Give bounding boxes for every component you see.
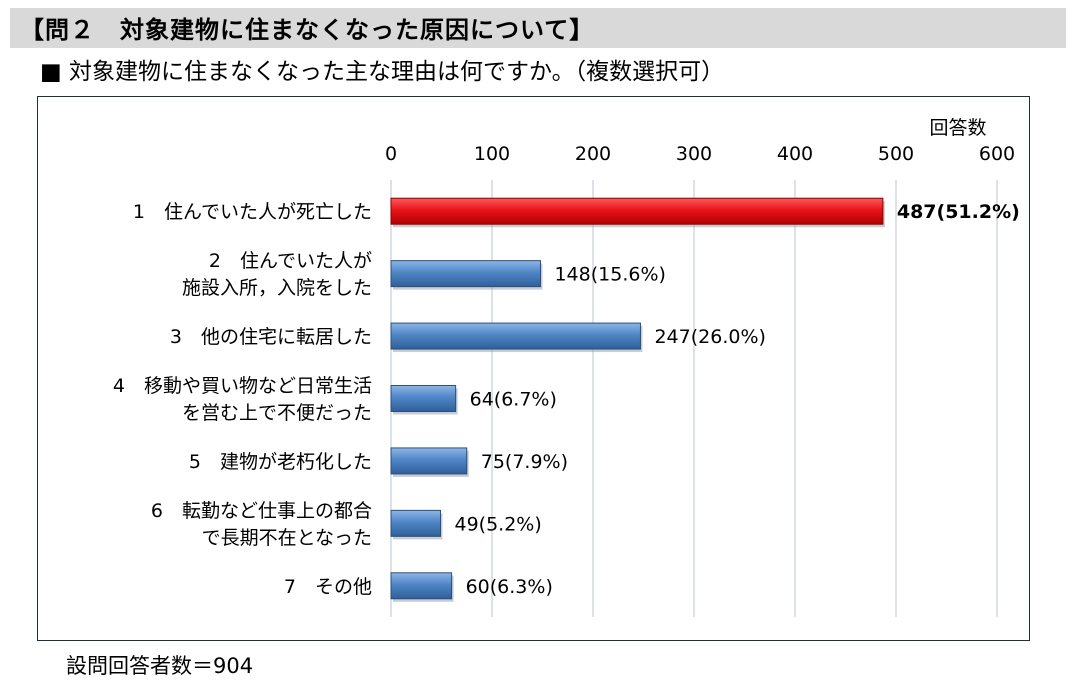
category-label: 1 住んでいた人が死亡した (133, 201, 372, 223)
question-text: ■ 対象建物に住まなくなった主な理由は何ですか。（複数選択可） (40, 59, 725, 85)
data-label: 247(26.0%) (654, 326, 765, 348)
bar (390, 322, 641, 350)
x-axis-title: 回答数 (929, 117, 986, 139)
x-tick-label: 400 (777, 143, 813, 165)
category-label: 4 移動や買い物など日常生活 (113, 375, 372, 397)
bar (390, 260, 541, 288)
bar (390, 197, 884, 225)
category-label: を営む上で不便だった (182, 402, 372, 424)
data-label: 60(6.3%) (466, 576, 553, 598)
category-label: 2 住んでいた人が (209, 250, 372, 272)
data-label: 49(5.2%) (454, 513, 541, 535)
category-label: 施設入所，入院をした (182, 277, 372, 299)
category-label: 5 建物が老朽化した (189, 451, 372, 473)
x-tick-label: 200 (575, 143, 611, 165)
x-tick-label: 300 (676, 143, 712, 165)
respondent-count: 設問回答者数＝904 (66, 654, 254, 678)
bar (390, 447, 468, 475)
page-title: 【問２ 対象建物に住まなくなった原因について】 (20, 16, 595, 44)
x-tick-label: 100 (474, 143, 510, 165)
x-tick-label: 500 (878, 143, 914, 165)
bar (390, 509, 441, 537)
bar (390, 572, 453, 600)
category-label: 3 他の住宅に転居した (170, 326, 372, 348)
header-bar (10, 8, 1066, 48)
category-label: 7 その他 (284, 576, 372, 598)
data-label: 75(7.9%) (481, 451, 568, 473)
x-tick-label: 0 (385, 143, 397, 165)
x-tick-label: 600 (979, 143, 1015, 165)
data-label: 64(6.7%) (470, 389, 557, 411)
data-label: 148(15.6%) (554, 264, 665, 286)
bar (390, 385, 457, 412)
category-label: で長期不在となった (202, 527, 372, 549)
chart-frame (37, 96, 1030, 641)
data-label: 487(51.2%) (897, 201, 1020, 223)
category-label: 6 転勤など仕事上の都合 (151, 500, 372, 522)
